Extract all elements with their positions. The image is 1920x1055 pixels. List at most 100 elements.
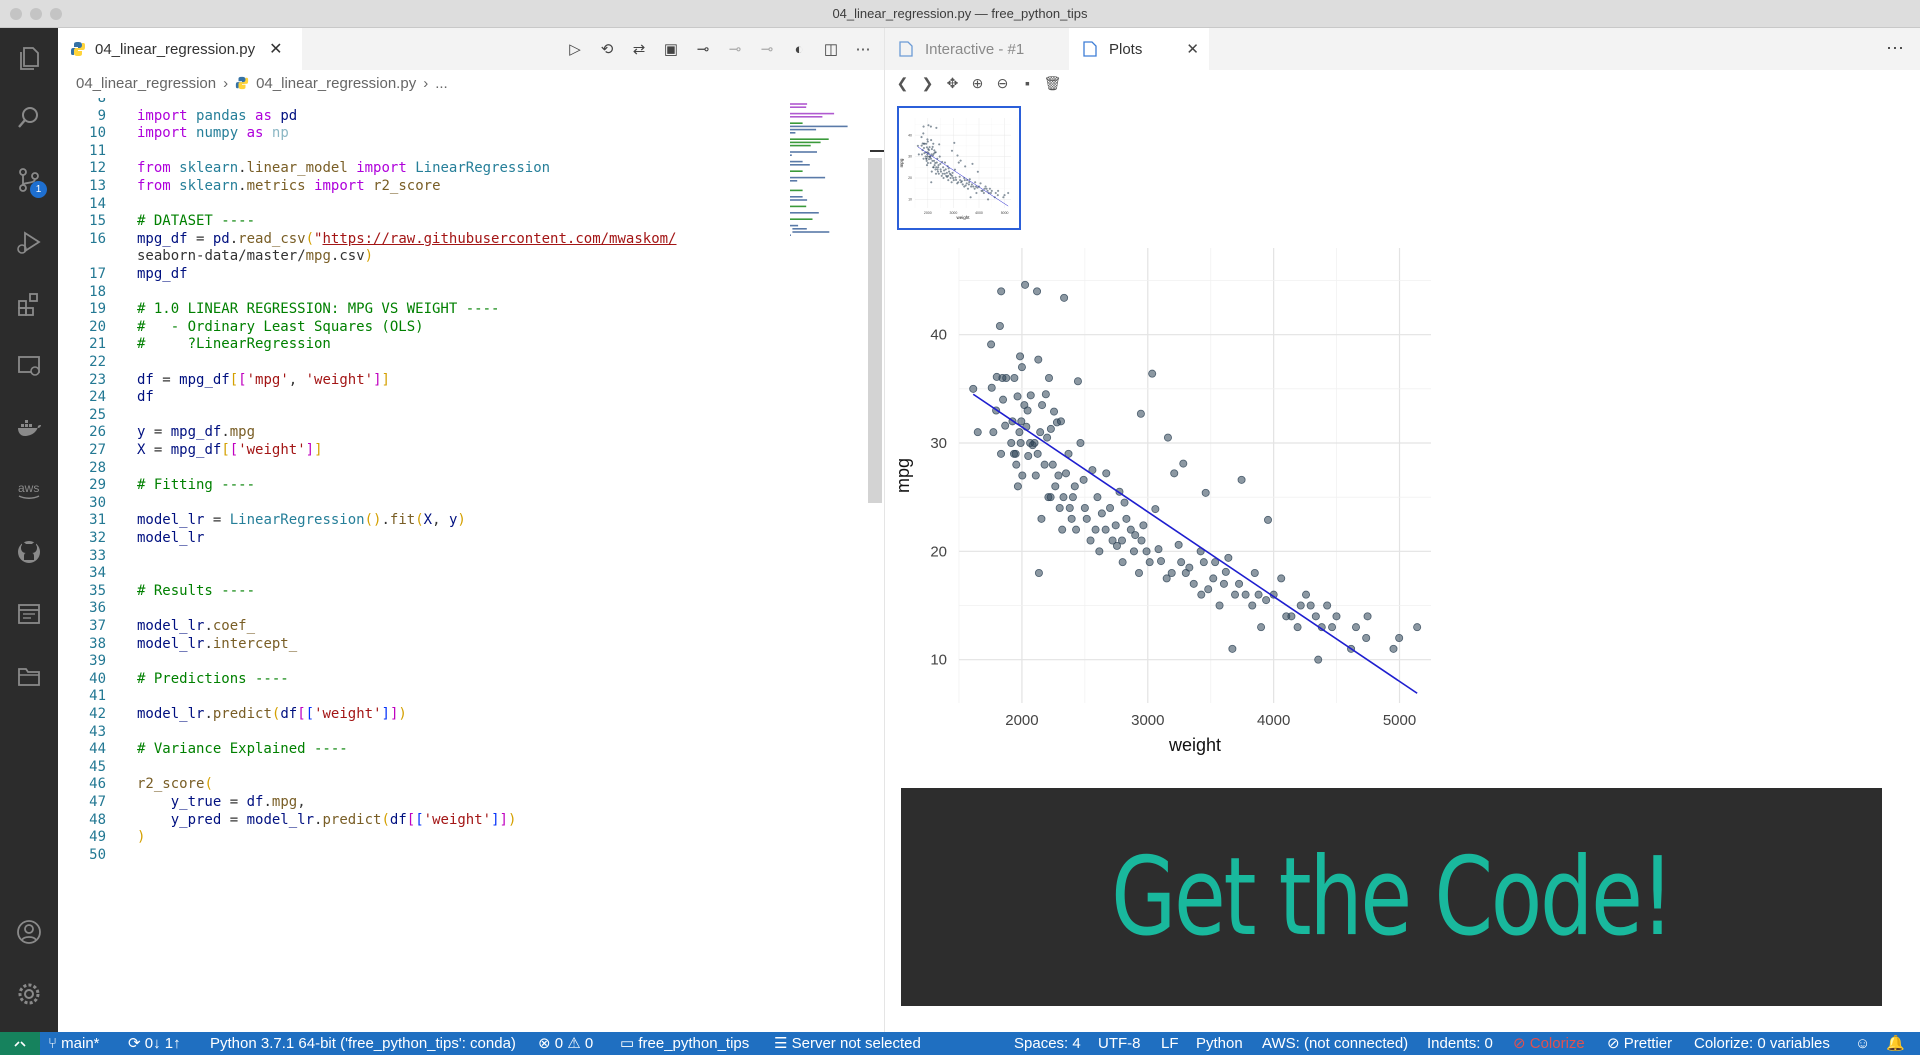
code-line[interactable]: 16 mpg_df = pd.read_csv("https://raw.gith… [58, 228, 788, 250]
code-line[interactable]: 42 model_lr.predict(df[['weight']]) [58, 703, 788, 725]
zoom-window-button[interactable] [50, 8, 62, 20]
remote-indicator-icon[interactable] [0, 1032, 40, 1055]
git-branch[interactable]: ⑂ main* [48, 1035, 100, 1052]
close-window-button[interactable] [10, 8, 22, 20]
code-line[interactable]: 27 X = mpg_df[['weight']] [58, 439, 788, 461]
search-icon[interactable] [0, 92, 58, 144]
code-line[interactable]: 30 [58, 492, 788, 514]
plot-thumbnail[interactable]: 2000 3000 4000 5000 10 20 30 40 weight mpg [897, 106, 1021, 230]
zoom-out-icon[interactable]: ⊖ [996, 74, 1009, 91]
delete-plot-icon[interactable]: 🗑 [1043, 74, 1062, 91]
code-line[interactable]: 36 [58, 597, 788, 619]
minimap[interactable] [788, 96, 858, 276]
notebook-icon[interactable] [0, 588, 58, 640]
minimize-window-button[interactable] [30, 8, 42, 20]
remote-explorer-icon[interactable] [0, 340, 58, 392]
indentation-spaces[interactable]: Spaces: 4 [1014, 1035, 1081, 1052]
code-line[interactable]: 12 from sklearn.linear_model import Linea… [58, 157, 788, 179]
code-line[interactable]: 43 [58, 721, 788, 743]
code-line[interactable]: 22 [58, 351, 788, 373]
next-change-icon[interactable]: ⊸ [760, 41, 774, 58]
explorer-icon[interactable] [0, 32, 58, 84]
code-line[interactable]: 35 # Results ---- [58, 580, 788, 602]
code-line[interactable]: 37 model_lr.coef_ [58, 615, 788, 637]
previous-plot-icon[interactable]: ❮ [896, 74, 909, 91]
code-line[interactable]: 21 # ?LinearRegression [58, 333, 788, 355]
source-control-icon[interactable]: 1 [0, 154, 58, 206]
code-line[interactable]: 13 from sklearn.metrics import r2_score [58, 175, 788, 197]
tab-interactive[interactable]: Interactive - #1 [899, 28, 1069, 70]
tab-plots[interactable]: Plots ✕ [1069, 28, 1209, 70]
code-line[interactable]: 41 [58, 685, 788, 707]
pan-icon[interactable]: ✥ [946, 74, 959, 91]
code-line[interactable]: 44 # Variance Explained ---- [58, 738, 788, 760]
code-line[interactable]: 10 import numpy as np [58, 122, 788, 144]
save-plot-icon[interactable]: ▪ [1025, 75, 1030, 91]
code-line[interactable]: 34 [58, 562, 788, 584]
more-actions-icon[interactable]: ⋯ [1886, 38, 1905, 58]
code-line[interactable]: 48 y_pred = model_lr.predict(df[['weight… [58, 809, 788, 831]
tab-linear-regression-py[interactable]: 04_linear_regression.py ✕ [58, 28, 302, 70]
aws-icon[interactable]: aws [0, 464, 58, 516]
code-line[interactable]: 18 [58, 281, 788, 303]
next-plot-icon[interactable]: ❯ [921, 74, 934, 91]
breadcrumb-symbol[interactable]: ... [435, 74, 448, 92]
code-line[interactable]: 15 # DATASET ---- [58, 210, 788, 232]
code-editor[interactable]: 8 9 import pandas as pd 10 import numpy as n… [58, 98, 788, 1032]
git-commit-icon[interactable]: ⊸ [696, 41, 710, 58]
code-line[interactable]: 19 # 1.0 LINEAR REGRESSION: MPG VS WEIGHT… [58, 298, 788, 320]
close-tab-icon[interactable]: ✕ [1186, 41, 1199, 58]
code-line[interactable]: 14 [58, 193, 788, 215]
code-line[interactable]: 33 [58, 545, 788, 567]
code-line[interactable]: 20 # - Ordinary Least Squares (OLS) [58, 316, 788, 338]
file-encoding[interactable]: UTF-8 [1098, 1035, 1141, 1052]
code-line[interactable]: 47 y_true = df.mpg, [58, 791, 788, 813]
end-of-line[interactable]: LF [1161, 1035, 1179, 1052]
code-line[interactable]: 8 [58, 98, 788, 109]
server-status[interactable]: ☰ Server not selected [774, 1035, 921, 1052]
breadcrumb-folder[interactable]: 04_linear_regression [76, 74, 217, 92]
settings-gear-icon[interactable] [0, 968, 58, 1020]
code-line[interactable]: seaborn-data/master/mpg.csv) [58, 245, 788, 267]
gitlens-icon[interactable]: ◐ [794, 40, 804, 58]
prettier-status[interactable]: ⊘ Prettier [1607, 1035, 1673, 1052]
sync-status[interactable]: ⟳ 0↓ 1↑ [128, 1035, 181, 1052]
code-line[interactable]: 28 [58, 457, 788, 479]
workspace-folder[interactable]: ▭ free_python_tips [620, 1035, 750, 1052]
colorize-toggle[interactable]: ⊘ Colorize [1513, 1035, 1585, 1052]
open-preview-icon[interactable]: ▣ [663, 41, 679, 58]
editor-scrollbar[interactable] [868, 158, 882, 503]
more-actions-icon[interactable]: ⋯ [855, 41, 871, 58]
language-mode[interactable]: Python [1196, 1035, 1243, 1052]
problems-indicator[interactable]: ⊗ 0 ⚠ 0 [538, 1035, 594, 1052]
breadcrumb-file[interactable]: 04_linear_regression.py [256, 74, 417, 92]
code-line[interactable]: 39 [58, 650, 788, 672]
code-line[interactable]: 17 mpg_df [58, 263, 788, 285]
notifications-bell-icon[interactable]: 🔔 [1886, 1035, 1905, 1052]
run-debug-icon[interactable] [0, 216, 58, 268]
run-icon[interactable]: ▷ [569, 41, 581, 58]
code-line[interactable]: 40 # Predictions ---- [58, 668, 788, 690]
python-interpreter[interactable]: Python 3.7.1 64-bit ('free_python_tips':… [210, 1035, 516, 1052]
feedback-icon[interactable]: ☺ [1855, 1035, 1871, 1052]
colorize-variables[interactable]: Colorize: 0 variables [1694, 1035, 1830, 1052]
code-line[interactable]: 49) [58, 826, 788, 848]
code-line[interactable]: 26 y = mpg_df.mpg [58, 421, 788, 443]
compare-changes-icon[interactable]: ⇄ [632, 41, 646, 58]
code-line[interactable]: 23 df = mpg_df[['mpg', 'weight']] [58, 369, 788, 391]
indents-count[interactable]: Indents: 0 [1427, 1035, 1493, 1052]
aws-connection[interactable]: AWS: (not connected) [1262, 1035, 1409, 1052]
code-line[interactable]: 31 model_lr = LinearRegression().fit(X, y… [58, 509, 788, 531]
timeline-icon[interactable]: ⟲ [600, 41, 614, 58]
github-icon[interactable] [0, 526, 58, 578]
account-icon[interactable] [0, 906, 58, 958]
code-line[interactable]: 25 [58, 404, 788, 426]
split-editor-icon[interactable]: ◫ [823, 41, 839, 58]
folder-icon[interactable] [0, 650, 58, 702]
code-line[interactable]: 45 [58, 756, 788, 778]
code-line[interactable]: 24 df [58, 386, 788, 408]
zoom-in-icon[interactable]: ⊕ [971, 74, 984, 91]
code-line[interactable]: 46 r2_score( [58, 773, 788, 795]
code-line[interactable]: 32 model_lr [58, 527, 788, 549]
code-line[interactable]: 29 # Fitting ---- [58, 474, 788, 496]
